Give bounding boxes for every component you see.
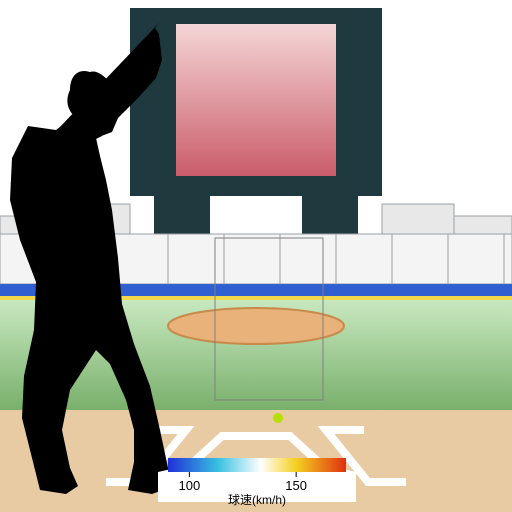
pitchers-mound [168,308,344,344]
scoreboard-leg-left [154,196,210,238]
legend-bar [168,458,346,472]
stand-panel [168,234,224,284]
pitch-marker [273,413,283,423]
stand-panel [336,234,392,284]
scoreboard-leg-right [302,196,358,238]
stand-top-right-1 [454,216,512,236]
stand-panel [280,234,336,284]
stand-panel [112,234,168,284]
stand-panel [448,234,504,284]
legend-tick-label: 150 [285,478,307,493]
legend-tick-label: 100 [179,478,201,493]
stand-top-right-2 [382,204,454,236]
scoreboard-screen [176,24,336,176]
stand-panel [392,234,448,284]
stand-panel [504,234,512,284]
legend-axis-label: 球速(km/h) [228,493,286,507]
stand-panel [224,234,280,284]
